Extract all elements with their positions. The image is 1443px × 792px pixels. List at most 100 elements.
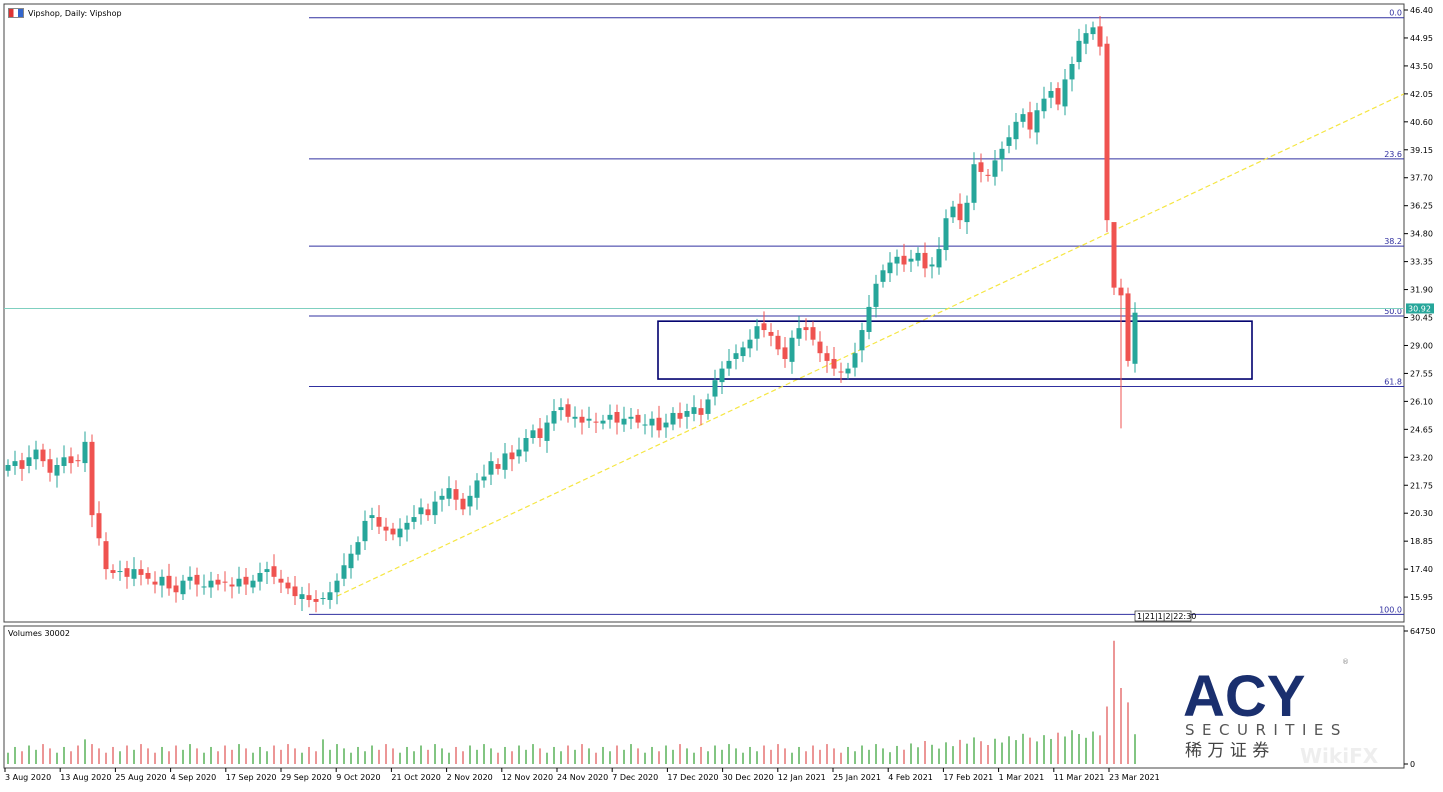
candle-body: [1034, 110, 1040, 133]
candle-body: [726, 360, 732, 369]
candle-body: [635, 414, 641, 423]
candle-body: [719, 368, 725, 383]
candle-body: [117, 571, 123, 573]
time-tick-label: 17 Feb 2021: [943, 773, 993, 782]
time-tick-label: 3 Aug 2020: [5, 773, 51, 782]
consolidation-box[interactable]: [657, 320, 1253, 380]
price-tick-label: 20.30: [1410, 509, 1433, 518]
fib-level-label: 23.6: [1384, 150, 1402, 159]
candle-body: [964, 202, 970, 223]
time-tick-label: 4 Sep 2020: [171, 773, 217, 782]
candle-body: [1069, 63, 1075, 80]
candle-body: [656, 417, 662, 431]
candle-body: [208, 580, 214, 588]
candle-body: [929, 264, 935, 267]
candle-body: [33, 449, 39, 460]
price-tick-label: 18.85: [1410, 537, 1433, 546]
candle-body: [1076, 40, 1082, 63]
price-tick-label: 44.95: [1410, 34, 1433, 43]
candle-body: [516, 449, 522, 457]
time-tick-label: 24 Nov 2020: [557, 773, 608, 782]
acy-logo: ACY ® SECURITIES 稀 万 证 券 WikiFX: [1183, 658, 1379, 768]
time-tick-label: 25 Jan 2021: [833, 773, 881, 782]
candle-body: [523, 438, 529, 452]
chart-title-text: Vipshop, Daily: Vipshop: [28, 8, 122, 18]
candle-body: [663, 422, 669, 428]
candle-body: [425, 509, 431, 516]
candle-body: [1006, 137, 1012, 146]
candle-body: [873, 283, 879, 307]
candle-body: [999, 148, 1005, 160]
candle-body: [810, 327, 816, 340]
volume-bars: [7, 640, 1136, 764]
candle-body: [698, 408, 704, 415]
time-tick-label: 2 Nov 2020: [447, 773, 493, 782]
candle-body: [670, 412, 676, 425]
candle-body: [817, 341, 823, 354]
candle-body: [985, 174, 991, 176]
candle-body: [775, 335, 781, 350]
candle-body: [607, 414, 613, 420]
price-tick-label: 31.90: [1410, 286, 1433, 295]
candle-body: [824, 353, 830, 361]
time-tick-label: 11 Mar 2021: [1054, 773, 1105, 782]
candle-body: [803, 327, 809, 331]
candle-body: [796, 328, 802, 339]
candle-body: [1020, 114, 1026, 122]
candle-body: [530, 430, 536, 439]
price-tick-label: 39.15: [1410, 146, 1433, 155]
time-tick-label: 29 Sep 2020: [281, 773, 332, 782]
candle-body: [894, 256, 900, 264]
candle-body: [327, 592, 333, 600]
candle-body: [376, 517, 382, 527]
candle-body: [761, 323, 767, 331]
candle-body: [572, 416, 578, 419]
fib-level-label: 61.8: [1384, 378, 1402, 387]
candle-body: [614, 411, 620, 423]
time-tick-label: 12 Nov 2020: [502, 773, 553, 782]
candle-body: [278, 578, 284, 583]
candle-body: [145, 572, 151, 579]
candle-body: [495, 464, 501, 469]
candle-body: [404, 522, 410, 530]
candle-body: [992, 160, 998, 177]
candle-body: [75, 460, 81, 462]
candle-body: [201, 586, 207, 588]
candle-body: [89, 441, 95, 516]
candle-body: [936, 249, 942, 268]
price-tick-label: 27.55: [1410, 369, 1433, 378]
candle-body: [446, 488, 452, 499]
candle-body: [915, 252, 921, 261]
trend-line[interactable]: [336, 93, 1405, 597]
candle-body: [369, 515, 375, 519]
fibonacci-levels[interactable]: 0.0 23.6 38.2 50.0 61.8 100.0: [309, 9, 1404, 615]
price-tick-label: 26.10: [1410, 397, 1433, 406]
candle-body: [789, 337, 795, 362]
candle-body: [418, 507, 424, 515]
candle-body: [1118, 287, 1124, 296]
logo-brand: ACY: [1183, 664, 1305, 729]
time-tick-label: 4 Feb 2021: [888, 773, 933, 782]
candle-body: [264, 569, 270, 573]
candle-body: [383, 526, 389, 531]
candle-body: [866, 306, 872, 332]
fib-level-label: 50.0: [1384, 307, 1402, 316]
candle-body: [271, 566, 277, 577]
candle-body: [355, 542, 361, 555]
candle-body: [1090, 27, 1096, 35]
candle-body: [397, 528, 403, 538]
price-marker: 30.92: [1406, 303, 1434, 314]
candle-body: [621, 418, 627, 425]
candle-body: [705, 399, 711, 414]
time-tick-label: 7 Dec 2020: [612, 773, 658, 782]
candle-body: [159, 576, 165, 586]
chart-title: Vipshop, Daily: Vipshop: [8, 8, 122, 18]
candle-body: [110, 570, 116, 573]
candle-body: [859, 330, 865, 351]
candle-body: [411, 517, 417, 522]
candle-body: [838, 371, 844, 373]
volume-tick-label: 0: [1410, 760, 1415, 769]
price-tick-label: 37.70: [1410, 174, 1433, 183]
candle-body: [334, 580, 340, 593]
